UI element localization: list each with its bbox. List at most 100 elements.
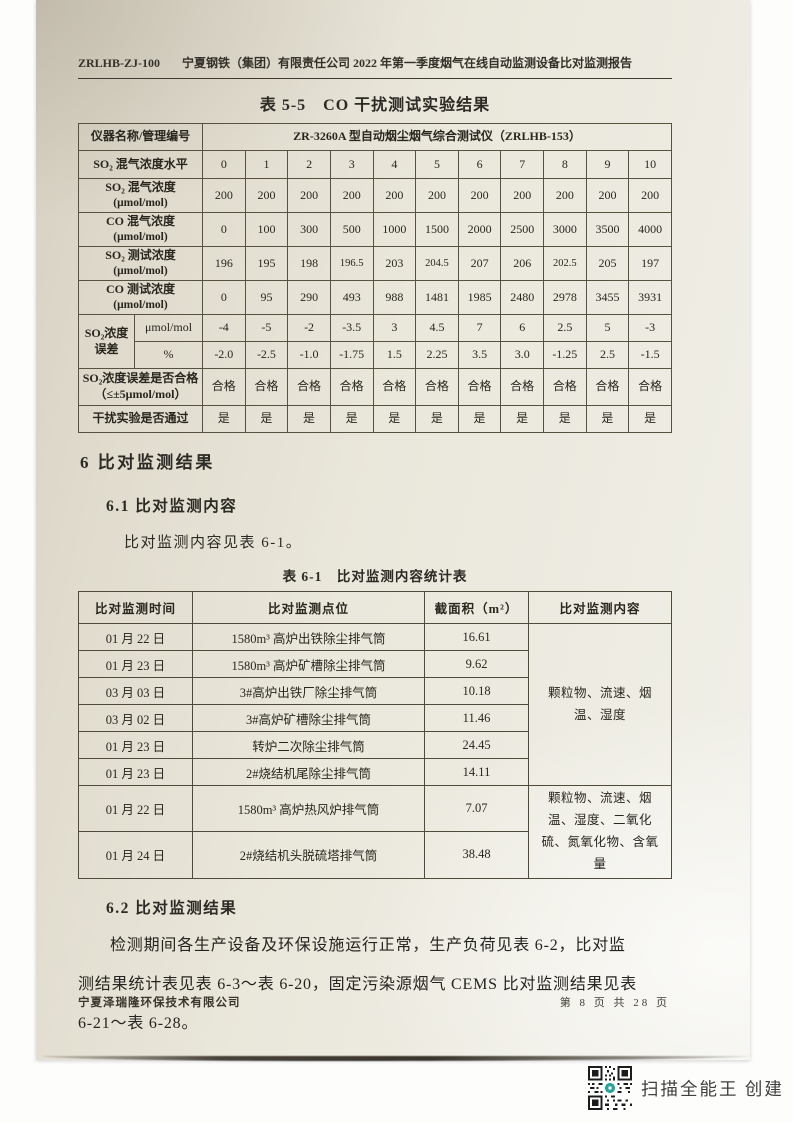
table-cell: 是 [244, 405, 289, 433]
page-curl-shadow [42, 1056, 750, 1061]
date-cell: 01 月 22 日 [78, 784, 193, 833]
table-cell: 200 [244, 178, 289, 213]
table-cell: 合格 [628, 368, 672, 406]
table-cell: 是 [628, 405, 672, 433]
location-cell: 转炉二次除尘排气筒 [192, 731, 425, 759]
table-cell: -1.25 [543, 341, 587, 369]
table-6-1-title: 表 6-1 比对监测内容统计表 [282, 569, 468, 584]
table-cell: -1.0 [287, 341, 331, 369]
table-cell: 300 [287, 212, 331, 247]
table-row: 仪器名称/管理编号 ZR-3260A 型自动烟尘烟气综合测试仪（ZRLHB-15… [78, 123, 672, 151]
area-cell: 9.62 [424, 650, 529, 678]
table-cell: 0 [202, 150, 246, 179]
table-cell: 2500 [500, 212, 544, 247]
table-cell: 3.0 [500, 341, 544, 369]
table-cell: 195 [244, 246, 289, 281]
table-cell: 合格 [500, 368, 544, 406]
paragraph-line: 检测期间各生产设备及环保设施运行正常，生产负荷见表 6-2，比对监 [110, 936, 626, 954]
table-cell: 合格 [543, 368, 587, 406]
row-label-unit: (μmol/mol) [113, 196, 168, 209]
table-cell: 196 [202, 246, 246, 281]
table-cell: 2.5 [543, 314, 587, 342]
table-cell: 是 [329, 405, 374, 433]
doc-code: ZRLHB-ZJ-100 [78, 56, 161, 70]
level-label: SO₂ 混气浓度水平 [78, 150, 203, 179]
table-cell: 合格 [244, 368, 289, 406]
table-cell: 493 [329, 280, 374, 315]
table-cell: 4000 [628, 212, 672, 247]
table-cell: 0 [202, 280, 246, 315]
table-cell: 合格 [202, 368, 246, 406]
location-cell: 2#烧结机尾除尘排气筒 [192, 758, 425, 786]
table-cell: 3.5 [457, 341, 502, 369]
table-cell: 是 [372, 405, 417, 433]
location-cell: 3#高炉矿槽除尘排气筒 [192, 704, 425, 732]
table-cell: 196.5 [329, 246, 374, 281]
table-cell: 2978 [543, 280, 587, 315]
table-cell: -3 [628, 314, 672, 342]
error-label: SO₂浓度误差 [78, 314, 135, 369]
table-cell: -2.5 [244, 341, 289, 369]
table-row: 01 月 23 日 1580m³ 高炉矿槽除尘排气筒 9.62 [78, 650, 672, 678]
section-6-heading: 6 比对监测结果 [80, 453, 215, 472]
table-cell: 3455 [585, 280, 630, 315]
section-6-2-paragraph: 检测期间各生产设备及环保设施运行正常，生产负荷见表 6-2，比对监 测结果统计表… [78, 926, 672, 1043]
table-cell: 7 [500, 150, 544, 179]
table-cell: 200 [500, 178, 544, 213]
table-cell: -5 [244, 314, 289, 342]
table-5-5-title: 表 5-5 CO 干扰测试实验结果 [259, 97, 491, 114]
table-cell: 是 [585, 405, 630, 433]
table-cell: 200 [457, 178, 502, 213]
table-cell: 6 [457, 150, 502, 179]
table-row: % -2.0 -2.5 -1.0 -1.75 1.5 2.25 3.5 3.0 … [79, 341, 672, 369]
table-row: SO₂ 测试浓度 (μmol/mol) 196 195 198 196.5 20… [78, 246, 672, 281]
camscanner-watermark: 扫描全能王 创建 [588, 1066, 784, 1110]
row-label-text: SO₂ 混气浓度 [105, 180, 176, 195]
row-label-text: SO₂ 测试浓度 [105, 248, 176, 263]
area-cell: 38.48 [424, 831, 529, 879]
table-cell: 500 [329, 212, 374, 247]
table-cell: 205 [585, 246, 630, 281]
table-cell: 5 [415, 150, 459, 179]
content-group-cell: 颗粒物、流速、烟温、湿度、二氧化硫、氮氧化物、含氧量 [528, 785, 672, 879]
row-label: CO 测试浓度 (μmol/mol) [78, 280, 203, 315]
row-label-text: CO 测试浓度 [105, 282, 175, 297]
table-cell: 200 [543, 178, 587, 213]
location-cell: 2#烧结机头脱硫塔排气筒 [192, 831, 425, 879]
table-cell: 200 [287, 178, 331, 213]
table-cell: 是 [457, 405, 502, 433]
location-cell: 3#高炉出铁厂除尘排气筒 [192, 677, 425, 705]
table-row: 01 月 24 日 2#烧结机头脱硫塔排气筒 38.48 [78, 831, 672, 879]
table-cell: 3 [329, 150, 374, 179]
page-content: ZRLHB-ZJ-100 宁夏钢铁（集团）有限责任公司 2022 年第一季度烟气… [36, 0, 750, 1060]
location-cell: 1580m³ 高炉热风炉排气筒 [192, 784, 425, 833]
section-6-1-paragraph: 比对监测内容见表 6-1。 [124, 535, 303, 551]
table-row: 01 月 22 日 1580m³ 高炉热风炉排气筒 7.07 颗粒物、流速、烟温… [78, 784, 672, 879]
table-cell: 206 [500, 246, 544, 281]
date-cell: 01 月 22 日 [78, 623, 193, 651]
row-label-text: CO 混气浓度 [105, 214, 175, 229]
section-6-1-heading: 6.1 比对监测内容 [106, 498, 238, 515]
monitoring-content-table: 比对监测时间 比对监测点位 截面积（m²） 比对监测内容 01 月 22 日 1… [78, 591, 672, 879]
instrument-value: ZR-3260A 型自动烟尘烟气综合测试仪（ZRLHB-153） [202, 123, 672, 151]
date-cell: 01 月 23 日 [78, 758, 193, 786]
area-cell: 7.07 [424, 784, 529, 833]
row-label: SO₂ 混气浓度 (μmol/mol) [78, 178, 203, 213]
footer-page-number: 第 8 页 共 28 页 [559, 997, 670, 1009]
area-cell: 11.46 [424, 704, 529, 732]
row-label: CO 混气浓度 (μmol/mol) [78, 212, 203, 247]
table-row: SO₂浓度误差是否合格（≤±5μmol/mol） 合格 合格 合格 合格 合格 … [78, 368, 672, 406]
table-cell: 是 [415, 405, 459, 433]
table-cell: 290 [287, 280, 331, 315]
table-cell: 2.25 [415, 341, 459, 369]
table-cell: 1000 [372, 212, 417, 247]
table-cell: 200 [628, 178, 672, 213]
table-cell: 204.5 [415, 246, 459, 281]
table-row: 01 月 23 日 2#烧结机尾除尘排气筒 14.11 [78, 758, 672, 786]
table-cell: 3500 [585, 212, 630, 247]
row-label-unit: (μmol/mol) [113, 230, 168, 243]
table-cell: 1.5 [372, 341, 417, 369]
table-cell: 200 [329, 178, 374, 213]
date-cell: 01 月 23 日 [78, 731, 193, 759]
table-cell: 合格 [585, 368, 630, 406]
